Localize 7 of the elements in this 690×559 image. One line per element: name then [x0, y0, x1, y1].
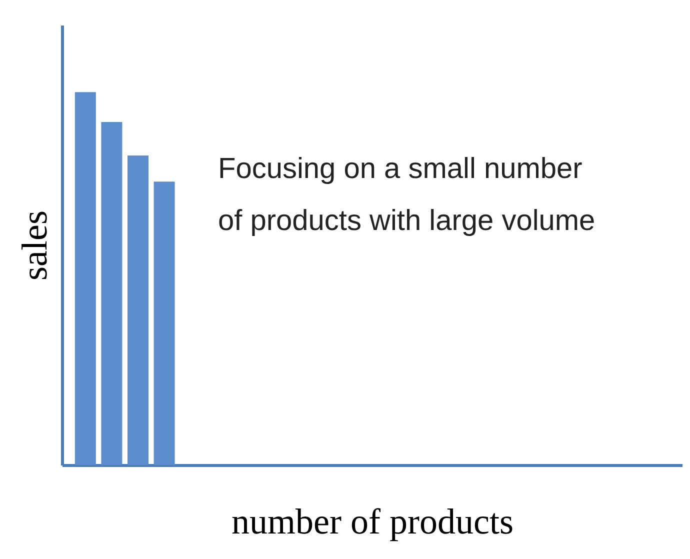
bar [101, 122, 122, 465]
bar [154, 182, 175, 465]
y-axis-title: sales [14, 210, 54, 280]
bar [127, 156, 148, 465]
x-axis-title: number of products [232, 502, 514, 542]
text: Focusing on a small number of products with large volume [218, 153, 596, 237]
bar [74, 92, 96, 465]
